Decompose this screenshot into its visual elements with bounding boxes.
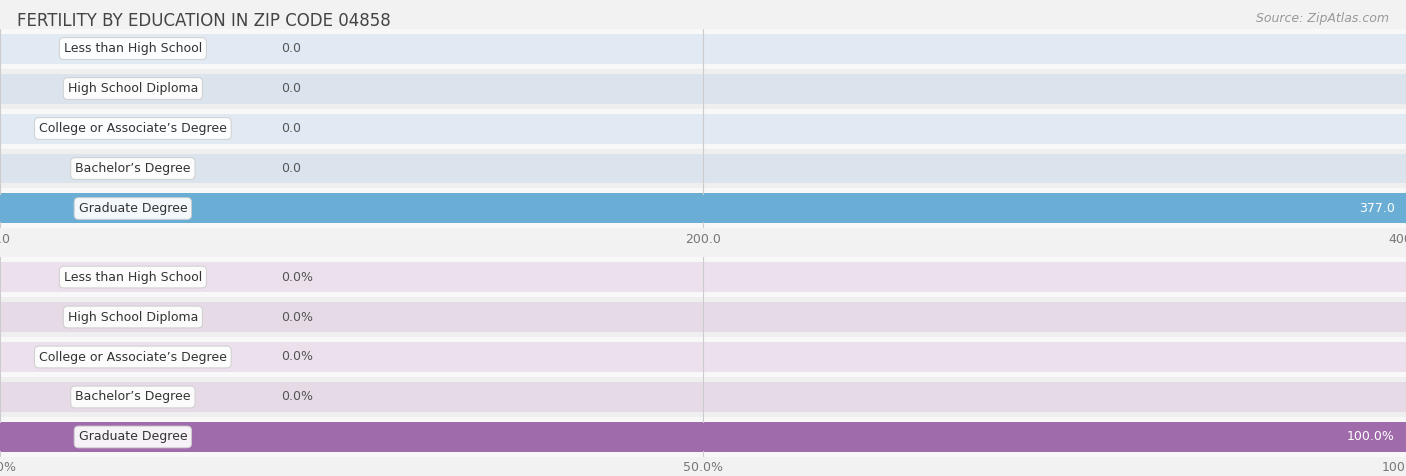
Bar: [0, 114, 1406, 144]
Text: 100.0%: 100.0%: [1347, 430, 1395, 444]
Bar: [0, 153, 1406, 183]
Text: FERTILITY BY EDUCATION IN ZIP CODE 04858: FERTILITY BY EDUCATION IN ZIP CODE 04858: [17, 12, 391, 30]
Bar: [0, 194, 1406, 224]
Bar: [0, 257, 1406, 297]
Text: 0.0: 0.0: [281, 42, 301, 55]
Text: 0.0%: 0.0%: [281, 350, 314, 364]
Bar: [0, 417, 1406, 457]
Text: Less than High School: Less than High School: [63, 42, 202, 55]
Bar: [0, 422, 1406, 452]
Text: 0.0%: 0.0%: [281, 270, 314, 284]
Bar: [0, 302, 1406, 332]
Bar: [0, 337, 1406, 377]
Bar: [0, 382, 1406, 412]
Text: 0.0%: 0.0%: [281, 390, 314, 404]
Bar: [0, 29, 1406, 69]
Bar: [0, 377, 1406, 417]
Text: College or Associate’s Degree: College or Associate’s Degree: [39, 122, 226, 135]
Bar: [0, 188, 1406, 228]
Bar: [0, 69, 1406, 109]
Bar: [0, 262, 1406, 292]
Bar: [0, 149, 1406, 188]
Bar: [0, 297, 1406, 337]
Bar: [0, 423, 1406, 451]
Text: 0.0%: 0.0%: [281, 310, 314, 324]
Text: College or Associate’s Degree: College or Associate’s Degree: [39, 350, 226, 364]
Bar: [0, 33, 1406, 64]
Text: 0.0: 0.0: [281, 162, 301, 175]
Text: 0.0: 0.0: [281, 122, 301, 135]
Bar: [0, 342, 1406, 372]
Text: Bachelor’s Degree: Bachelor’s Degree: [75, 390, 191, 404]
Text: 0.0: 0.0: [281, 82, 301, 95]
Text: Source: ZipAtlas.com: Source: ZipAtlas.com: [1256, 12, 1389, 25]
Bar: [0, 109, 1406, 149]
Bar: [0, 74, 1406, 104]
Text: Graduate Degree: Graduate Degree: [79, 202, 187, 215]
Text: 377.0: 377.0: [1358, 202, 1395, 215]
Text: Graduate Degree: Graduate Degree: [79, 430, 187, 444]
Bar: [0, 195, 1324, 222]
Text: High School Diploma: High School Diploma: [67, 310, 198, 324]
Text: Bachelor’s Degree: Bachelor’s Degree: [75, 162, 191, 175]
Text: High School Diploma: High School Diploma: [67, 82, 198, 95]
Text: Less than High School: Less than High School: [63, 270, 202, 284]
